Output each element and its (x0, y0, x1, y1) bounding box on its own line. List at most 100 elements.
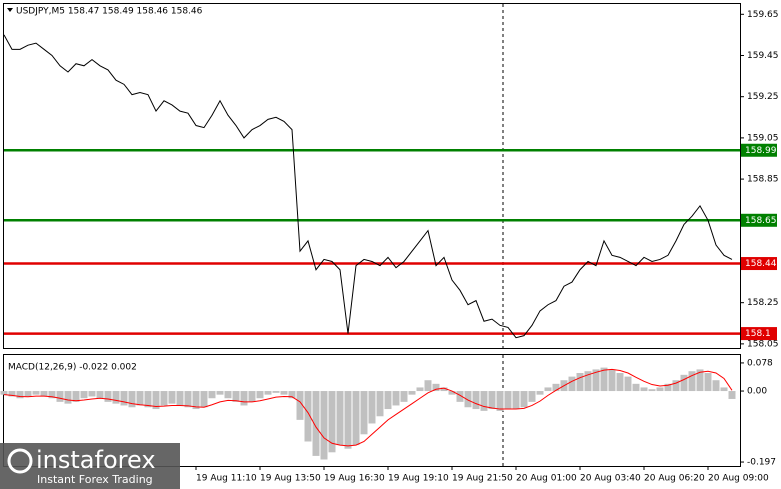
macd-bar (248, 391, 256, 402)
macd-bar (152, 391, 160, 410)
macd-bar (264, 391, 272, 395)
macd-bar (696, 369, 704, 392)
macd-bar (544, 387, 552, 392)
macd-bar (568, 376, 576, 392)
macd-bar (384, 391, 392, 410)
macd-bar (576, 373, 584, 392)
price-line (3, 34, 733, 339)
macd-bar (120, 391, 128, 406)
macd-bar (272, 391, 280, 393)
macd-bar (680, 374, 688, 392)
macd-bar (32, 391, 40, 395)
macd-bar (656, 387, 664, 392)
y-tick-label: 159.05 (747, 133, 779, 143)
macd-bar (520, 391, 528, 408)
macd-bar (648, 389, 656, 392)
macd-bar (88, 391, 96, 397)
macd-bar (408, 391, 416, 395)
level-label-box (741, 257, 777, 271)
macd-title: MACD(12,26,9) -0.022 0.002 (8, 363, 137, 373)
plot: 159.65 159.45 159.25 159.05 158.85 158.25 158.… (0, 10, 779, 484)
logo-icon (7, 448, 33, 474)
macd-bar (312, 391, 320, 456)
macd-bar (64, 391, 72, 404)
macd-bar (632, 383, 640, 392)
menu-arrow (7, 8, 13, 12)
macd-bar (48, 391, 56, 399)
level-label-box (741, 143, 777, 157)
macd-bar (200, 391, 208, 408)
macd-bar (624, 376, 632, 392)
macd-bar (528, 391, 536, 402)
macd-bar (192, 391, 200, 410)
watermark-tagline: Instant Forex Trading (37, 473, 153, 486)
macd-bar (344, 391, 352, 449)
macd-bar (608, 369, 616, 392)
macd-bar (616, 373, 624, 392)
macd-bar (0, 391, 8, 395)
macd-bar (328, 391, 336, 453)
macd-bar (720, 387, 728, 392)
macd-bar (640, 387, 648, 392)
macd-bar (504, 391, 512, 410)
macd-bar (688, 371, 696, 392)
level-label: 158.1 (745, 329, 771, 339)
macd-bar (480, 391, 488, 411)
macd-bar (112, 391, 120, 404)
macd-bar (40, 391, 48, 397)
macd-bar (128, 391, 136, 408)
macd-bar (288, 391, 296, 399)
macd-bar (104, 391, 112, 402)
y-tick-label: 159.45 (747, 51, 779, 61)
macd-bar (96, 391, 104, 399)
macd-bar (160, 391, 168, 406)
macd-bar (472, 391, 480, 410)
macd-bar (552, 383, 560, 392)
macd-bar (176, 391, 184, 406)
macd-bar (512, 391, 520, 410)
macd-bar (240, 391, 248, 406)
level-label: 158.44 (745, 259, 777, 269)
macd-bar (16, 391, 24, 399)
macd-bar (224, 391, 232, 399)
macd-bar (440, 387, 448, 392)
macd-bar (256, 391, 264, 399)
macd-bar (664, 383, 672, 392)
watermark-brand: instaforex (36, 446, 156, 474)
macd-bar (80, 391, 88, 399)
macd-bar (600, 367, 608, 392)
macd-bar (712, 380, 720, 392)
macd-bar (336, 391, 344, 446)
macd-bar (352, 391, 360, 446)
x-tick-label: 20 Aug 01:00 (516, 474, 577, 484)
x-tick-label: 19 Aug 13:50 (260, 474, 321, 484)
macd-bar (360, 391, 368, 435)
macd-bar (464, 391, 472, 408)
x-tick-label: 19 Aug 11:10 (196, 474, 257, 484)
x-tick-label: 20 Aug 03:40 (580, 474, 641, 484)
price-frame (3, 3, 741, 349)
macd-bar (584, 371, 592, 392)
x-tick-label: 20 Aug 06:20 (644, 474, 705, 484)
y-tick-label: -0.197 (747, 458, 776, 468)
macd-bar (400, 391, 408, 402)
macd-bar (168, 391, 176, 404)
macd-bar (424, 380, 432, 392)
macd-bar (208, 391, 216, 399)
macd-bar (592, 369, 600, 392)
level-label-box (741, 327, 777, 341)
macd-bar (184, 391, 192, 408)
macd-bar (216, 391, 224, 395)
macd-bar (304, 391, 312, 442)
macd-bar (136, 391, 144, 406)
x-tick-label: 19 Aug 16:30 (324, 474, 385, 484)
y-tick-label: 159.25 (747, 92, 779, 102)
macd-bar (448, 391, 456, 395)
macd-bar (368, 391, 376, 424)
macd-bar (296, 391, 304, 420)
macd-bar (144, 391, 152, 408)
macd-bar (232, 391, 240, 402)
macd-bar (56, 391, 64, 402)
